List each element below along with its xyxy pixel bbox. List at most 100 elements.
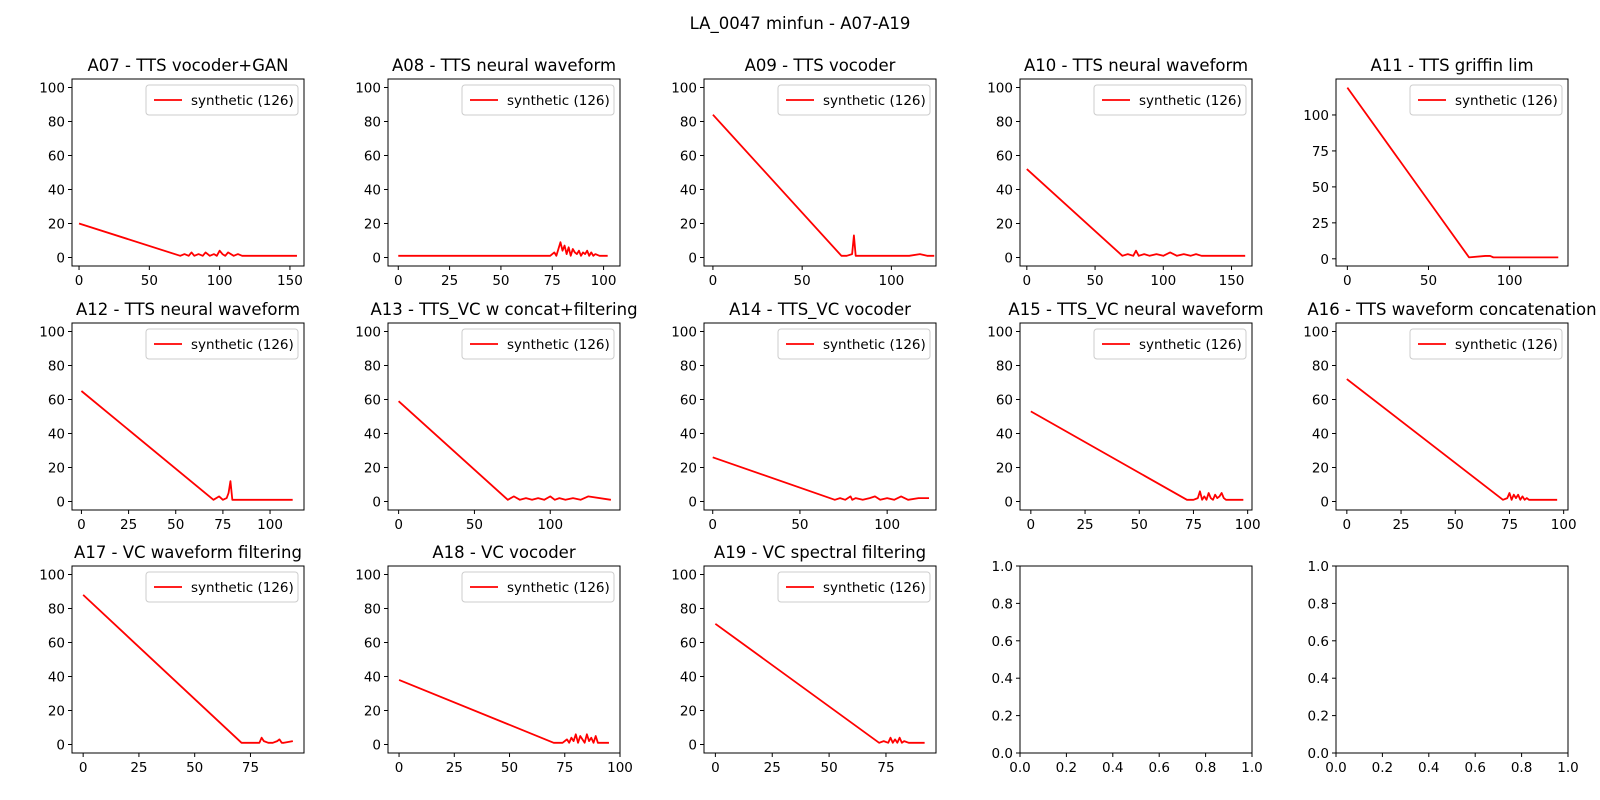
- legend-label: synthetic (126): [823, 337, 926, 353]
- y-tick-label: 40: [996, 183, 1013, 199]
- x-tick-label: 0: [394, 517, 403, 533]
- y-tick-label: 0: [1004, 495, 1013, 511]
- y-tick-label: 1.0: [992, 559, 1013, 575]
- y-tick-label: 0: [372, 738, 381, 754]
- x-tick-label: 0.0: [1325, 760, 1346, 776]
- y-tick-label: 100: [39, 568, 65, 584]
- subplot-title: A12 - TTS neural waveform: [76, 300, 300, 319]
- x-tick-label: 50: [492, 273, 509, 289]
- y-tick-label: 20: [48, 704, 65, 720]
- legend-box: [461, 328, 615, 360]
- series-line: [712, 456, 930, 501]
- x-tick-label: 100: [874, 517, 900, 533]
- y-tick-label: 0.8: [992, 596, 1013, 612]
- x-tick-label: 50: [821, 760, 838, 776]
- x-tick-label: 50: [501, 760, 518, 776]
- axes-frame: [387, 322, 621, 511]
- x-tick-label: 50: [167, 517, 184, 533]
- y-tick-label: 1.0: [1308, 559, 1329, 575]
- series-line: [80, 390, 293, 501]
- subplot-title: A09 - TTS vocoder: [745, 56, 896, 75]
- y-tick-label: 60: [996, 393, 1013, 409]
- x-tick-label: 0: [75, 273, 84, 289]
- y-tick-label: 0.6: [1308, 634, 1329, 650]
- x-tick-label: 50: [791, 517, 808, 533]
- legend-label: synthetic (126): [507, 337, 610, 353]
- legend-label: synthetic (126): [191, 93, 294, 109]
- y-tick-label: 75: [1312, 144, 1329, 160]
- y-tick-label: 40: [680, 427, 697, 443]
- x-tick-label: 100: [537, 517, 563, 533]
- y-tick-label: 60: [680, 393, 697, 409]
- x-tick-label: 25: [1076, 517, 1093, 533]
- y-tick-label: 80: [996, 115, 1013, 131]
- y-tick-label: 0.0: [992, 746, 1013, 762]
- subplot: A10 - TTS neural waveform 0 50 100 150 0 20 40 6…: [987, 56, 1253, 289]
- x-tick-label: 75: [544, 273, 561, 289]
- x-tick-label: 0: [1023, 273, 1032, 289]
- x-tick-label: 50: [1447, 517, 1464, 533]
- legend-box: [1409, 84, 1563, 116]
- subplot-title: A10 - TTS neural waveform: [1024, 56, 1248, 75]
- x-tick-label: 50: [1086, 273, 1103, 289]
- y-tick-label: 100: [987, 81, 1013, 97]
- y-tick-label: 100: [355, 568, 381, 584]
- y-tick-label: 40: [364, 183, 381, 199]
- y-tick-label: 0.2: [992, 709, 1013, 725]
- x-tick-label: 75: [214, 517, 231, 533]
- y-tick-label: 100: [39, 81, 65, 97]
- y-tick-label: 40: [680, 183, 697, 199]
- legend-label: synthetic (126): [191, 337, 294, 353]
- legend-label: synthetic (126): [507, 580, 610, 596]
- legend: synthetic (126): [461, 84, 615, 116]
- y-tick-label: 40: [48, 427, 65, 443]
- y-tick-label: 100: [355, 81, 381, 97]
- axes-frame: [703, 565, 937, 754]
- subplot: A18 - VC vocoder 0 25 50 75 100 0 20 40 60 80 100 sy…: [355, 543, 633, 776]
- axes-frame: [71, 322, 305, 511]
- x-tick-label: 75: [877, 760, 894, 776]
- y-tick-label: 0: [688, 738, 697, 754]
- x-tick-label: 0: [708, 517, 717, 533]
- legend: synthetic (126): [777, 571, 931, 603]
- subplot: A12 - TTS neural waveform 0 25 50 75 100 0 20 40…: [39, 300, 305, 533]
- x-tick-label: 0: [1027, 517, 1036, 533]
- x-tick-label: 150: [1219, 273, 1245, 289]
- axes-frame: [1335, 78, 1569, 267]
- y-tick-label: 40: [680, 670, 697, 686]
- subplot: 0.0 0.2 0.4 0.6 0.8 1.0 0.0 0.2 0.4 0.6 0.8 1.0: [992, 559, 1263, 776]
- x-tick-label: 0.4: [1102, 760, 1123, 776]
- x-tick-label: 25: [130, 760, 147, 776]
- y-tick-label: 20: [996, 217, 1013, 233]
- y-tick-label: 60: [680, 636, 697, 652]
- y-tick-label: 0: [56, 738, 65, 754]
- y-tick-label: 40: [48, 670, 65, 686]
- y-tick-label: 80: [680, 602, 697, 618]
- axes-frame: [1019, 78, 1253, 267]
- subplot-title: A08 - TTS neural waveform: [392, 56, 616, 75]
- x-tick-label: 0.0: [1009, 760, 1030, 776]
- legend: synthetic (126): [1409, 328, 1563, 360]
- axes-frame: [1335, 565, 1569, 754]
- y-tick-label: 80: [1312, 359, 1329, 375]
- series-line: [82, 594, 294, 744]
- legend: synthetic (126): [1093, 328, 1247, 360]
- subplot-title: A13 - TTS_VC w concat+filtering: [370, 300, 637, 320]
- y-tick-label: 40: [996, 427, 1013, 443]
- x-tick-label: 0.6: [1148, 760, 1169, 776]
- subplot-title: A18 - VC vocoder: [432, 543, 575, 562]
- y-tick-label: 80: [996, 359, 1013, 375]
- legend-box: [777, 84, 931, 116]
- y-tick-label: 100: [671, 81, 697, 97]
- x-tick-label: 100: [1235, 517, 1261, 533]
- x-tick-label: 0.6: [1464, 760, 1485, 776]
- axes-frame: [1019, 565, 1253, 754]
- y-tick-label: 60: [48, 149, 65, 165]
- legend: synthetic (126): [777, 84, 931, 116]
- legend-label: synthetic (126): [1139, 93, 1242, 109]
- x-tick-label: 50: [186, 760, 203, 776]
- y-tick-label: 0.4: [992, 671, 1013, 687]
- y-tick-label: 100: [671, 325, 697, 341]
- subplot: A09 - TTS vocoder 0 50 100 0 20 40 60 80 100 synth…: [671, 56, 937, 289]
- legend: synthetic (126): [1093, 84, 1247, 116]
